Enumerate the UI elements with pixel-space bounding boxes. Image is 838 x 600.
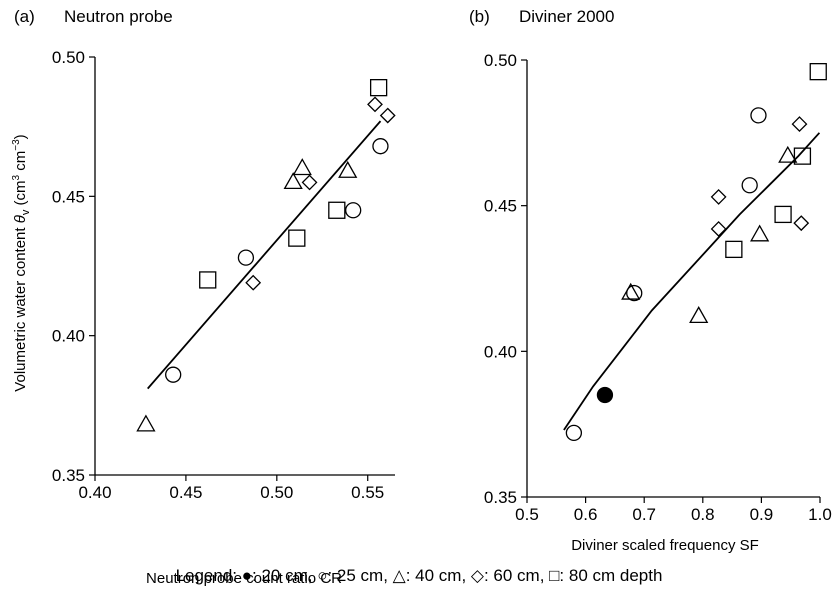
legend: Legend: ●: 20 cm, ○: 25 cm, △: 40 cm, ◇:… [175, 566, 663, 585]
data-point-triangle [338, 160, 358, 178]
panel-a-title: Neutron probe [64, 7, 173, 26]
data-point-triangle [292, 158, 312, 176]
data-point-square [725, 240, 743, 259]
data-point-diamond [301, 174, 318, 191]
data-point-circle [165, 366, 182, 383]
data-point-triangle [621, 282, 641, 300]
data-point-circle [237, 249, 255, 266]
data-point-circle [372, 138, 389, 155]
data-point-square [793, 147, 812, 165]
x-tick-label: 0.9 [750, 505, 774, 524]
y-tick-label: 0.45 [52, 187, 85, 206]
data-point-diamond [791, 116, 808, 133]
x-tick-label: 0.8 [691, 505, 715, 524]
panel-a-label: (a) [14, 7, 35, 26]
data-point-filled-circle [596, 386, 614, 404]
y-tick-label: 0.35 [484, 488, 517, 507]
panel-b-x-axis-title: Diviner scaled frequency SF [571, 537, 759, 554]
x-tick-label: 0.7 [632, 505, 656, 524]
data-point-square [288, 229, 306, 247]
panel-a-plot: 0.40 0.45 0.50 0.550.350.400.450.50 [52, 48, 396, 502]
y-tick-label: 0.40 [52, 327, 85, 346]
x-tick-label: 0.5 [515, 505, 539, 524]
data-point-triangle [778, 145, 798, 163]
panel-b-title: Diviner 2000 [519, 7, 614, 26]
y-tick-label: 0.35 [52, 466, 85, 485]
fit-line [147, 120, 382, 390]
data-point-diamond [367, 96, 383, 113]
y-tick-label: 0.40 [484, 342, 517, 361]
data-point-circle [626, 284, 643, 302]
data-point-triangle [283, 172, 303, 190]
panel-a-y-axis-title: Volumetric water content θv (cm3 cm−3) [11, 134, 32, 391]
data-point-triangle [750, 224, 770, 242]
panel-a-x-axis-title: Neutron probe count ratio CR [146, 570, 342, 587]
data-point-circle [750, 107, 767, 124]
data-point-circle [345, 202, 362, 219]
data-point-triangle [136, 414, 156, 432]
data-point-circle [741, 177, 758, 194]
data-point-triangle [689, 306, 709, 324]
fit-line [563, 132, 821, 431]
x-tick-label: 1.0 [808, 505, 832, 524]
data-point-square [369, 79, 388, 97]
y-tick-label: 0.50 [484, 51, 517, 70]
data-point-diamond [793, 215, 810, 232]
data-point-square [328, 201, 346, 219]
panel-b-plot: 0.5 0.6 0.7 0.8 0.9 1.0 0.35 0.40 0.45 0.50 [484, 51, 832, 524]
x-tick-label: 0.6 [574, 505, 598, 524]
data-point-circle [565, 424, 583, 442]
x-tick-label: 0.45 [169, 483, 202, 502]
x-tick-label: 0.40 [78, 483, 111, 502]
data-point-diamond [710, 189, 727, 205]
panel-b-label: (b) [469, 7, 490, 26]
data-point-square [774, 205, 792, 224]
y-tick-label: 0.45 [484, 197, 517, 216]
data-point-square [809, 63, 827, 81]
data-point-diamond [379, 107, 396, 124]
data-point-diamond [710, 221, 727, 237]
x-tick-label: 0.55 [351, 483, 384, 502]
x-tick-label: 0.50 [260, 483, 293, 502]
data-point-diamond [245, 274, 262, 291]
data-point-square [199, 271, 217, 289]
y-tick-label: 0.50 [52, 48, 85, 67]
